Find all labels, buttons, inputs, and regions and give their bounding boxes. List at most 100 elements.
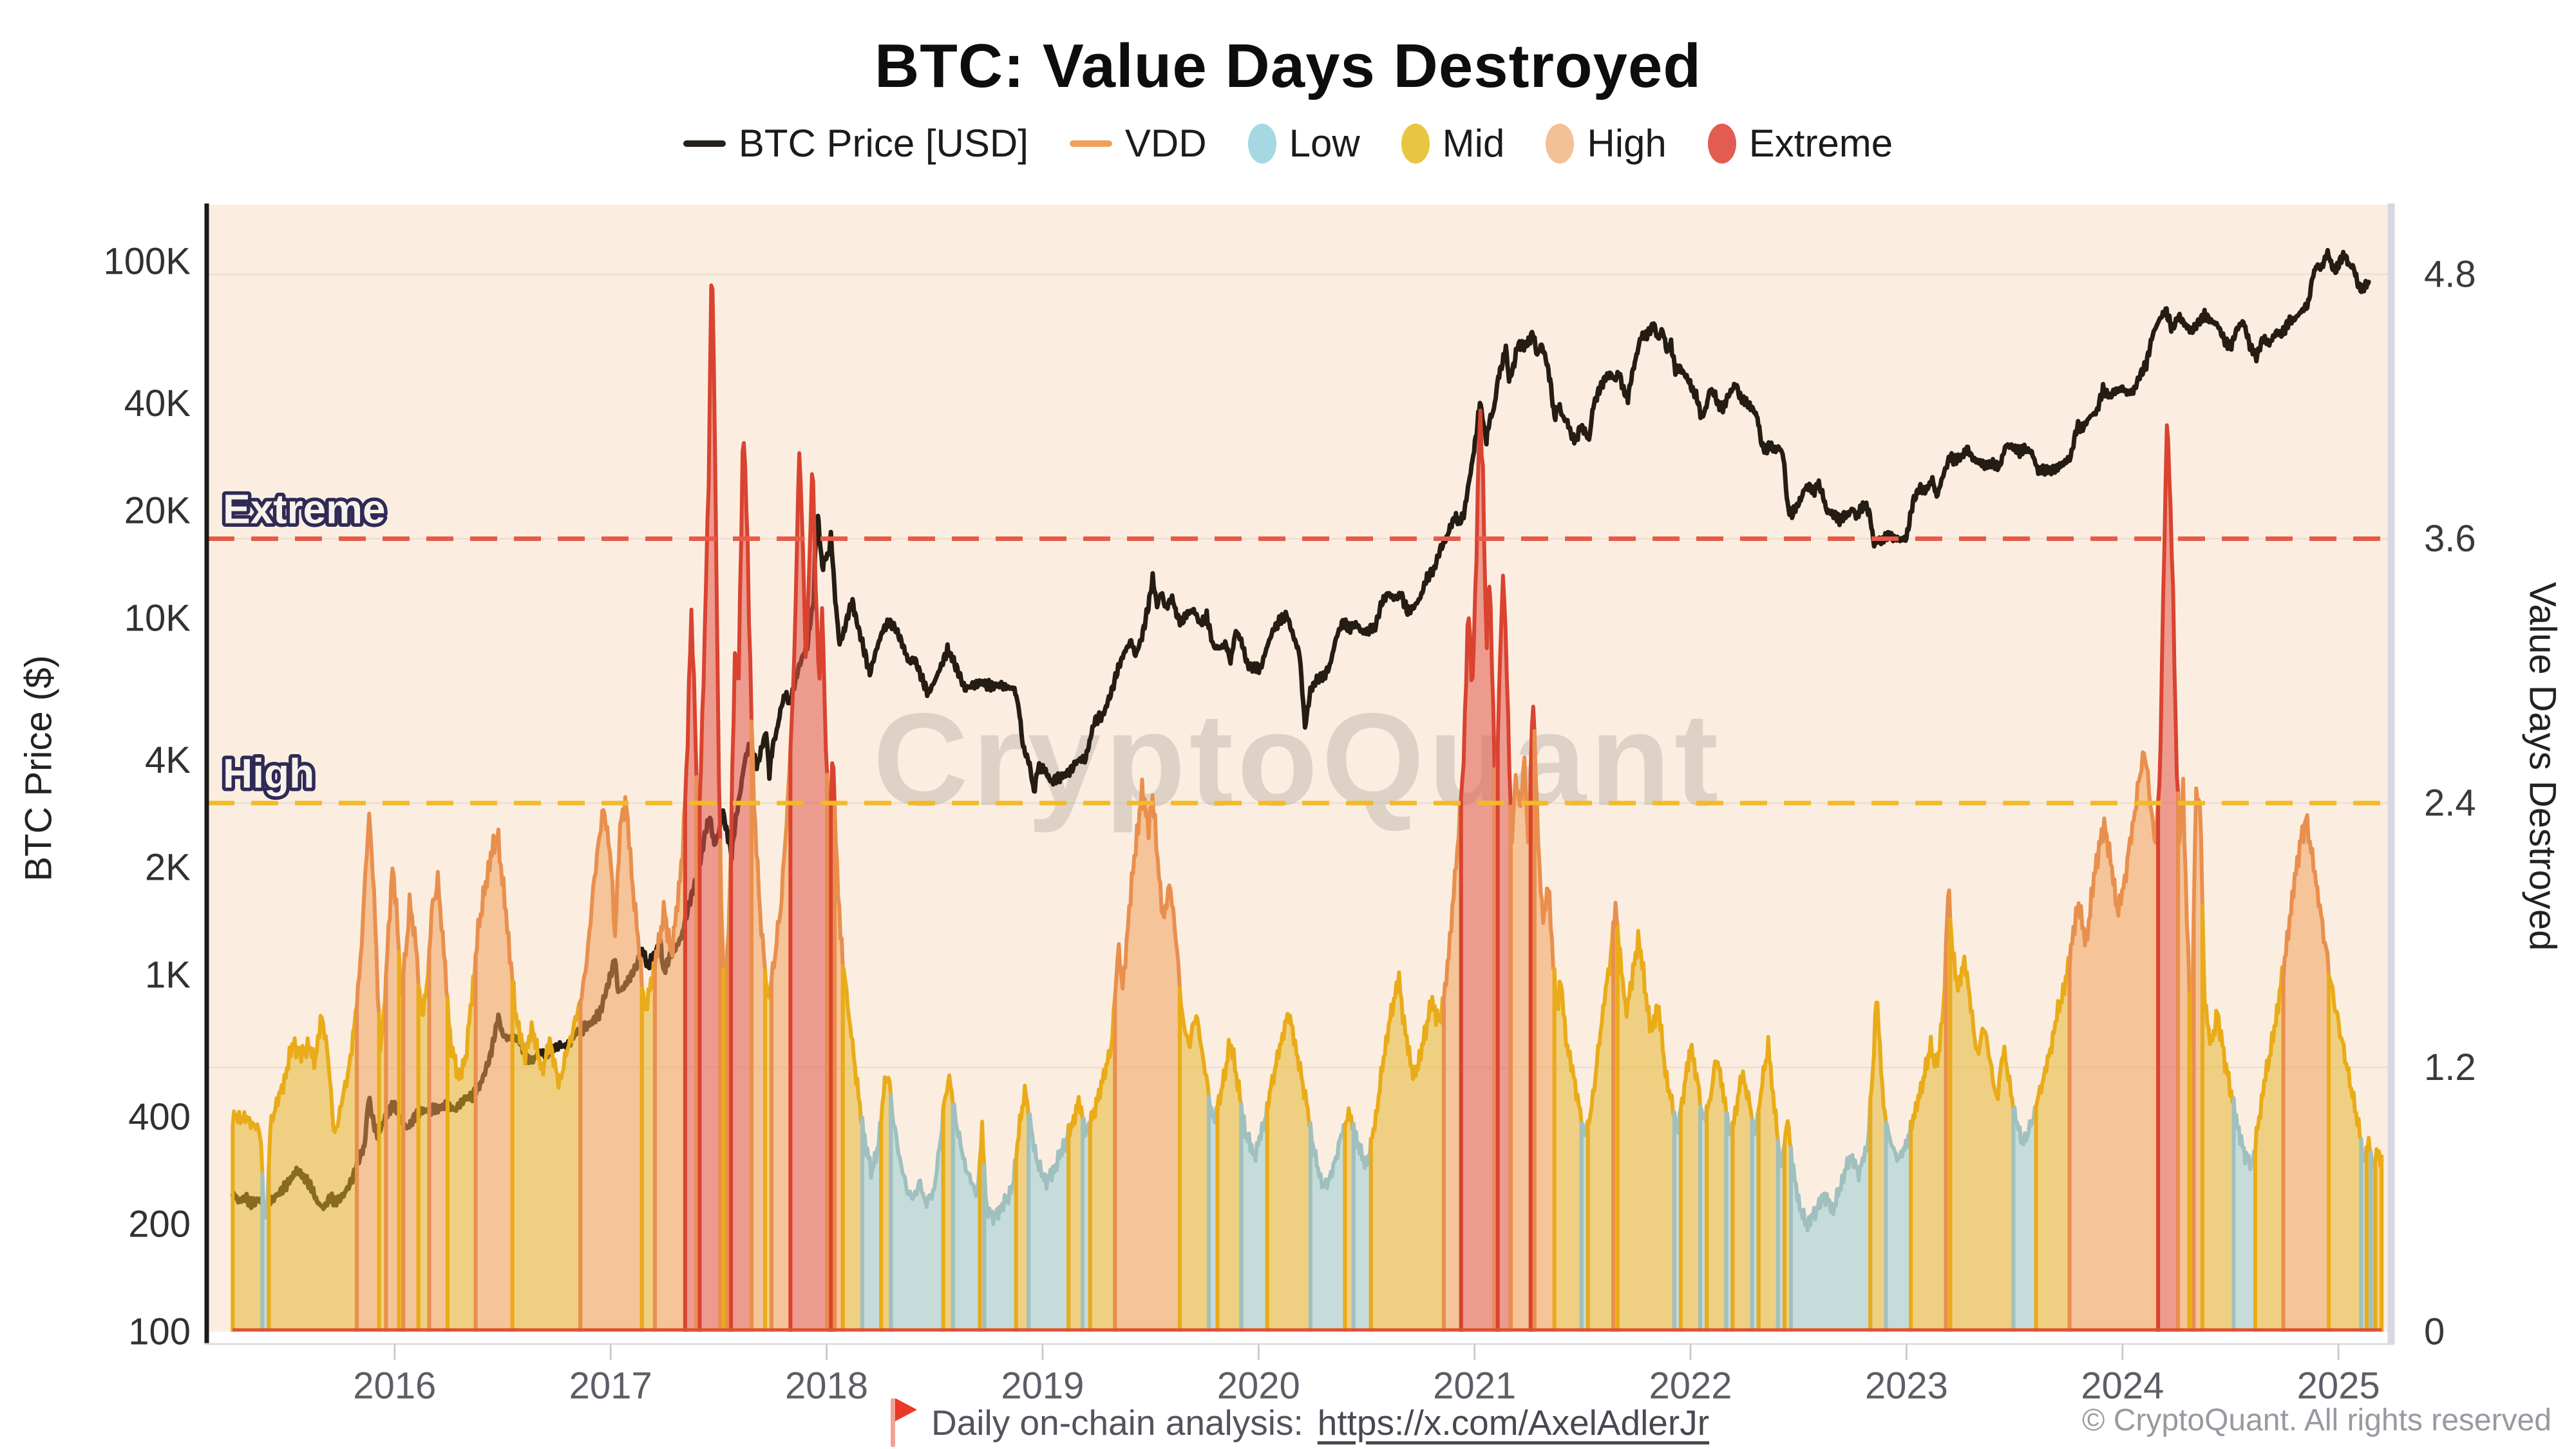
vdd-area-low [1886, 1121, 1911, 1332]
year-tick-label: 2020 [1217, 1365, 1300, 1407]
vdd-area-mid [1217, 1039, 1242, 1332]
vdd-area-low [2233, 1098, 2255, 1332]
vdd-area-mid [269, 1007, 357, 1332]
vdd-outline-mid [1730, 1069, 1754, 1332]
vdd-outline-extreme [697, 283, 723, 1332]
vdd-outline-mid [1948, 916, 2016, 1332]
footer-text: Daily on-chain analysis: [931, 1403, 1303, 1443]
vdd-outline-mid [2327, 972, 2363, 1332]
vdd-outline-low [2011, 1105, 2038, 1332]
price-tick-label: 20K [124, 490, 191, 532]
vdd-outline-low [1239, 1101, 1269, 1332]
vdd-line-swatch-icon [1069, 140, 1112, 147]
legend-item-mid[interactable]: Mid [1401, 121, 1504, 166]
vdd-outline-mid [446, 953, 478, 1332]
vdd-outline-high [2192, 786, 2204, 1332]
footer-link[interactable]: https://x.com/AxelAdlerJr [1317, 1403, 1710, 1443]
vdd-area-extreme [685, 609, 697, 1332]
vdd-outline-mid [1678, 1043, 1703, 1332]
vdd-area-mid [1179, 987, 1209, 1332]
vdd-area-mid [1732, 1071, 1752, 1332]
legend-label: VDD [1124, 122, 1207, 165]
year-tick-label: 2019 [1001, 1365, 1084, 1407]
vdd-area-low [891, 1095, 943, 1332]
legend-label: BTC Price [USD] [738, 122, 1028, 165]
vdd-outline-mid [1177, 985, 1211, 1332]
vdd-area-mid [418, 951, 430, 1332]
vdd-outline-high [384, 866, 401, 1332]
vdd-outline-low [1027, 1112, 1071, 1332]
vdd-area-high [429, 871, 448, 1332]
vdd-area-mid [2202, 905, 2234, 1332]
vdd-outline-high [833, 803, 845, 1332]
vdd-area-mid [512, 981, 581, 1332]
vdd-tick-label: 4.8 [2424, 254, 2476, 296]
vdd-area-mid [232, 1111, 263, 1332]
vdd-outline-high [473, 828, 515, 1332]
vdd-outline-extreme [1495, 573, 1513, 1332]
vdd-area-mid [881, 1077, 891, 1332]
vdd-outline-high [1508, 755, 1533, 1332]
price-tick-label: 200 [128, 1204, 191, 1245]
vdd-area-low [1241, 1103, 1267, 1332]
vdd-outline-low [1789, 1096, 1873, 1332]
year-tick-label: 2021 [1433, 1365, 1516, 1407]
vdd-area-high [2283, 815, 2329, 1332]
footer-note: Daily on-chain analysis: https://x.com/A… [205, 1396, 2394, 1449]
legend-item-high[interactable]: High [1546, 121, 1667, 166]
legend-item-low[interactable]: Low [1247, 121, 1360, 166]
vdd-tick-label: 3.6 [2424, 518, 2476, 560]
vdd-tick-label: 1.2 [2424, 1046, 2476, 1088]
vdd-outline-high [652, 799, 687, 1332]
legend-item-vdd[interactable]: VDD [1069, 121, 1207, 166]
vdd-tick-label: 0 [2424, 1311, 2445, 1353]
vdd-area-mid [1016, 1085, 1029, 1332]
vdd-outline-mid [1552, 967, 1584, 1332]
year-tick-label: 2025 [2297, 1365, 2380, 1407]
year-tick-label: 2016 [353, 1365, 436, 1407]
mid-dot-swatch-icon [1401, 123, 1430, 164]
vdd-outline-mid [1909, 942, 1948, 1332]
vdd-outline-mid [1868, 1000, 1888, 1332]
vdd-outline-high [770, 747, 793, 1332]
right-axis-title: Value Days Destroyed [2521, 582, 2564, 951]
vdd-outline-mid [879, 1075, 893, 1332]
vdd-area-layer [231, 283, 2384, 1332]
btc-price-line-swatch-icon [683, 140, 726, 147]
vdd-area-high [772, 749, 791, 1332]
legend-item-extreme[interactable]: Extreme [1707, 121, 1893, 166]
legend-label: Extreme [1748, 122, 1893, 165]
vdd-outline-high [355, 811, 381, 1332]
vdd-area-high [2193, 788, 2202, 1332]
red-flag-icon [890, 1398, 917, 1447]
vdd-area-high [403, 894, 419, 1332]
watermark: CryptoQuant [873, 686, 1723, 833]
low-dot-swatch-icon [1247, 123, 1276, 164]
vdd-outline-high [2067, 750, 2161, 1332]
vdd-outline-high [750, 719, 767, 1332]
high-dot-swatch-icon [1546, 123, 1575, 164]
vdd-outline-mid [1368, 970, 1446, 1332]
vdd-outline-high [1113, 777, 1182, 1332]
vdd-outline-mid [1066, 1095, 1084, 1332]
price-tick-label: 40K [124, 383, 191, 424]
vdd-outline-mid [2200, 903, 2236, 1332]
legend: BTC Price [USD] VDD Low Mid High Extreme [0, 121, 2576, 166]
page-title: BTC: Value Days Destroyed [874, 32, 1702, 100]
vdd-outline-mid [1088, 996, 1117, 1332]
vdd-area-mid [1617, 926, 1674, 1332]
price-tick-label: 400 [128, 1096, 191, 1138]
vdd-outline-extreme [2156, 423, 2181, 1332]
vdd-area-mid [1950, 918, 2014, 1332]
vdd-outline-high [427, 869, 450, 1332]
price-tick-label: 100 [128, 1311, 191, 1353]
vdd-outline-mid [941, 1073, 955, 1332]
vdd-area-mid [943, 1075, 953, 1332]
vdd-area-mid [1370, 972, 1444, 1332]
legend-item-btc-price[interactable]: BTC Price [USD] [683, 121, 1028, 166]
price-tick-label: 2K [145, 847, 191, 889]
vdd-outline-high [578, 795, 644, 1332]
vdd-outline-low [951, 1102, 982, 1332]
